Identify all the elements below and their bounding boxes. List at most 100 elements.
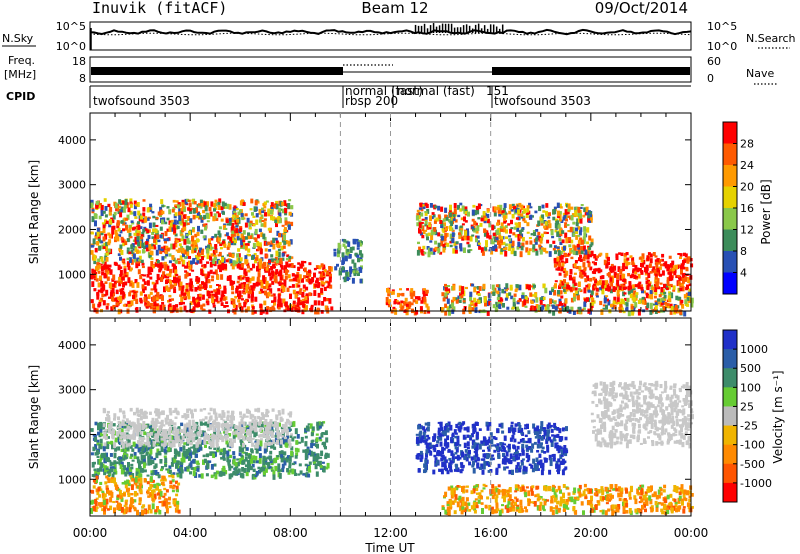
range-gate-cell [308, 271, 312, 277]
range-gate-cell [163, 448, 167, 453]
range-gate-cell [502, 211, 506, 218]
range-gate-cell [261, 290, 265, 294]
range-gate-cell [182, 301, 185, 305]
range-gate-cell [217, 237, 221, 242]
range-gate-cell [660, 302, 664, 306]
range-gate-cell [99, 427, 103, 431]
range-gate-cell [632, 297, 636, 302]
range-gate-cell [235, 469, 239, 475]
range-gate-cell [359, 243, 363, 247]
range-gate-cell [529, 307, 533, 312]
range-gate-cell [97, 289, 101, 293]
range-gate-cell [349, 247, 353, 253]
range-gate-cell [242, 414, 246, 418]
range-gate-cell [176, 500, 180, 505]
range-gate-cell [537, 220, 541, 227]
range-gate-cell [239, 439, 243, 443]
range-gate-cell [615, 255, 619, 261]
range-gate-cell [133, 226, 137, 230]
range-gate-cell [214, 434, 218, 440]
range-gate-cell [444, 287, 448, 292]
range-gate-cell [555, 218, 558, 222]
range-gate-cell [214, 199, 218, 203]
range-gate-cell [107, 436, 110, 439]
range-gate-cell [186, 250, 190, 257]
range-gate-cell [624, 266, 628, 270]
range-gate-cell [323, 286, 327, 292]
range-gate-cell [183, 255, 187, 259]
range-gate-cell [210, 290, 214, 294]
range-gate-cell [141, 265, 145, 269]
range-gate-cell [255, 281, 259, 287]
range-gate-cell [359, 267, 363, 273]
range-gate-cell [244, 213, 248, 217]
range-gate-cell [500, 228, 504, 232]
range-gate-cell [678, 296, 682, 301]
range-gate-cell [121, 482, 125, 485]
range-gate-cell [673, 268, 677, 273]
range-gate-cell [224, 263, 227, 270]
range-gate-cell [146, 217, 150, 221]
range-gate-cell [617, 301, 621, 305]
range-gate-cell [294, 447, 298, 452]
range-gate-cell [443, 286, 447, 291]
range-gate-cell [209, 285, 213, 289]
range-gate-cell [163, 261, 167, 266]
range-gate-cell [159, 264, 163, 271]
range-gate-cell [180, 422, 184, 427]
range-gate-cell [247, 292, 251, 299]
range-gate-cell [181, 247, 185, 254]
range-gate-cell [228, 433, 232, 437]
range-gate-cell [308, 470, 312, 473]
range-gate-cell [156, 291, 160, 298]
range-gate-cell [138, 259, 141, 262]
range-gate-cell [214, 248, 218, 251]
range-gate-cell [127, 483, 131, 487]
range-gate-cell [541, 204, 545, 209]
range-gate-cell [417, 241, 420, 245]
range-gate-cell [247, 248, 251, 253]
range-gate-cell [581, 239, 585, 245]
range-gate-cell [202, 454, 206, 458]
range-gate-cell [430, 251, 434, 255]
range-gate-cell [126, 249, 130, 254]
range-gate-cell [586, 275, 590, 282]
range-gate-cell [319, 439, 323, 442]
range-gate-cell [117, 227, 121, 232]
range-gate-cell [298, 300, 302, 303]
range-gate-cell [440, 224, 444, 229]
range-gate-cell [96, 489, 100, 496]
range-gate-cell [269, 210, 273, 215]
range-gate-cell [242, 275, 246, 279]
range-gate-cell [471, 283, 475, 287]
range-gate-cell [440, 307, 444, 313]
range-gate-cell [161, 295, 164, 301]
range-gate-cell [136, 443, 139, 448]
range-gate-cell [551, 304, 555, 309]
range-gate-cell [442, 218, 446, 222]
range-gate-cell [249, 208, 253, 211]
range-gate-cell [168, 279, 172, 283]
range-gate-cell [206, 201, 210, 207]
range-gate-cell [210, 464, 214, 470]
range-gate-cell [134, 246, 138, 253]
range-gate-cell [154, 509, 158, 513]
range-gate-cell [680, 283, 684, 287]
range-gate-cell [437, 232, 441, 237]
range-gate-cell [180, 291, 184, 295]
range-gate-cell [395, 300, 399, 303]
range-gate-cell [176, 204, 180, 209]
range-gate-cell [624, 297, 627, 302]
range-gate-cell [162, 304, 166, 311]
cpid-panel: CPID twofsound 3503 normal (fast) rbsp 2… [6, 84, 691, 108]
range-gate-cell [560, 255, 564, 260]
range-gate-cell [410, 288, 414, 293]
range-gate-cell [306, 467, 310, 472]
range-gate-cell [300, 260, 304, 267]
range-gate-cell [528, 284, 531, 291]
range-gate-cell [347, 251, 351, 256]
range-gate-cell [236, 461, 240, 467]
range-gate-cell [182, 456, 186, 463]
range-gate-cell [457, 295, 461, 300]
range-gate-cell [251, 212, 254, 216]
